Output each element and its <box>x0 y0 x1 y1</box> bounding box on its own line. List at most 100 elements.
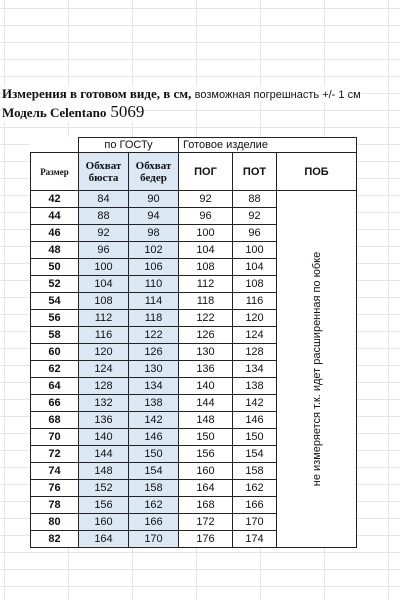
cell-pog: 150 <box>178 428 233 446</box>
column-header-pot: ПОТ <box>232 152 277 191</box>
cell-hips: 146 <box>128 428 179 446</box>
cell-pog: 130 <box>178 343 233 361</box>
cell-hips: 98 <box>128 224 179 242</box>
table-row: 70 140 146 150 150 <box>30 428 357 446</box>
cell-pot: 158 <box>232 462 277 480</box>
table-row: 64 128 134 140 138 <box>30 377 357 395</box>
cell-bust: 124 <box>78 360 129 378</box>
cell-hips: 106 <box>128 258 179 276</box>
table-row: 82 164 170 176 174 <box>30 530 357 548</box>
cell-pot: 166 <box>232 496 277 514</box>
cell-size: 82 <box>30 530 79 548</box>
cell-bust: 128 <box>78 377 129 395</box>
model-number: 5069 <box>110 102 145 121</box>
cell-pot: 150 <box>232 428 277 446</box>
cell-bust: 116 <box>78 326 129 344</box>
cell-pot: 104 <box>232 258 277 276</box>
cell-hips: 90 <box>128 190 179 208</box>
table-row: 66 132 138 144 142 <box>30 394 357 412</box>
cell-pot: 142 <box>232 394 277 412</box>
column-header-pog: ПОГ <box>178 152 233 191</box>
cell-size: 60 <box>30 343 79 361</box>
cell-bust: 104 <box>78 275 129 293</box>
cell-pot: 88 <box>232 190 277 208</box>
cell-pog: 104 <box>178 241 233 259</box>
column-header-size: Размер <box>30 152 79 191</box>
cell-pog: 108 <box>178 258 233 276</box>
cell-hips: 114 <box>128 292 179 310</box>
cell-pot: 92 <box>232 207 277 225</box>
pob-note: не измеряется т.к. идет расширенная по ю… <box>310 251 323 487</box>
cell-hips: 142 <box>128 411 179 429</box>
group-ready: Готовое изделие <box>178 137 357 153</box>
cell-hips: 162 <box>128 496 179 514</box>
table-row: 44 88 94 96 92 <box>30 207 357 225</box>
cell-hips: 138 <box>128 394 179 412</box>
cell-bust: 84 <box>78 190 129 208</box>
cell-bust: 136 <box>78 411 129 429</box>
cell-pog: 96 <box>178 207 233 225</box>
cell-size: 80 <box>30 513 79 531</box>
cell-size: 54 <box>30 292 79 310</box>
cell-pot: 170 <box>232 513 277 531</box>
cell-pog: 100 <box>178 224 233 242</box>
column-header-pob: ПОБ <box>276 152 357 191</box>
column-header-bust: Обхват бюста <box>78 152 129 191</box>
cell-bust: 96 <box>78 241 129 259</box>
cell-pog: 122 <box>178 309 233 327</box>
cell-pog: 118 <box>178 292 233 310</box>
empty-cell <box>31 138 79 153</box>
cell-size: 50 <box>30 258 79 276</box>
cell-pot: 146 <box>232 411 277 429</box>
cell-pot: 154 <box>232 445 277 463</box>
cell-size: 46 <box>30 224 79 242</box>
cell-hips: 150 <box>128 445 179 463</box>
cell-size: 58 <box>30 326 79 344</box>
model-line: Модель Celentano 5069 <box>2 102 145 122</box>
cell-hips: 170 <box>128 530 179 548</box>
cell-bust: 92 <box>78 224 129 242</box>
cell-hips: 166 <box>128 513 179 531</box>
cell-pot: 174 <box>232 530 277 548</box>
cell-pog: 92 <box>178 190 233 208</box>
cell-hips: 102 <box>128 241 179 259</box>
cell-pog: 140 <box>178 377 233 395</box>
cell-pog: 156 <box>178 445 233 463</box>
cell-bust: 164 <box>78 530 129 548</box>
size-table: по ГОСТу Готовое изделие Размер Обхват б… <box>30 137 357 548</box>
cell-pog: 136 <box>178 360 233 378</box>
column-header-row: Размер Обхват бюста Обхват бедер ПОГ ПОТ… <box>30 152 357 191</box>
cell-size: 52 <box>30 275 79 293</box>
cell-size: 72 <box>30 445 79 463</box>
table-row: 42 84 90 92 88 не измеряется т.к. идет расшир… <box>30 190 357 548</box>
cell-bust: 148 <box>78 462 129 480</box>
cell-bust: 160 <box>78 513 129 531</box>
cell-bust: 132 <box>78 394 129 412</box>
cell-size: 78 <box>30 496 79 514</box>
cell-hips: 130 <box>128 360 179 378</box>
cell-hips: 134 <box>128 377 179 395</box>
cell-bust: 88 <box>78 207 129 225</box>
cell-pog: 126 <box>178 326 233 344</box>
cell-bust: 144 <box>78 445 129 463</box>
measurements-title: Измерения в готовом виде, в см, <box>2 86 192 101</box>
cell-hips: 126 <box>128 343 179 361</box>
cell-bust: 120 <box>78 343 129 361</box>
cell-pog: 176 <box>178 530 233 548</box>
cell-size: 48 <box>30 241 79 259</box>
cell-pog: 168 <box>178 496 233 514</box>
pob-note-cell: не измеряется т.к. идет расширенная по ю… <box>276 190 357 548</box>
cell-bust: 108 <box>78 292 129 310</box>
cell-bust: 152 <box>78 479 129 497</box>
cell-size: 68 <box>30 411 79 429</box>
table-row: 60 120 126 130 128 <box>30 343 357 361</box>
cell-pot: 96 <box>232 224 277 242</box>
cell-pot: 120 <box>232 309 277 327</box>
cell-size: 64 <box>30 377 79 395</box>
table-row: 62 124 130 136 134 <box>30 360 357 378</box>
tolerance-note: возможная погрешнасть +/- 1 см <box>194 89 361 101</box>
cell-size: 70 <box>30 428 79 446</box>
cell-pot: 100 <box>232 241 277 259</box>
table-row: 50 100 106 108 104 <box>30 258 357 276</box>
column-header-hips: Обхват бедер <box>128 152 179 191</box>
